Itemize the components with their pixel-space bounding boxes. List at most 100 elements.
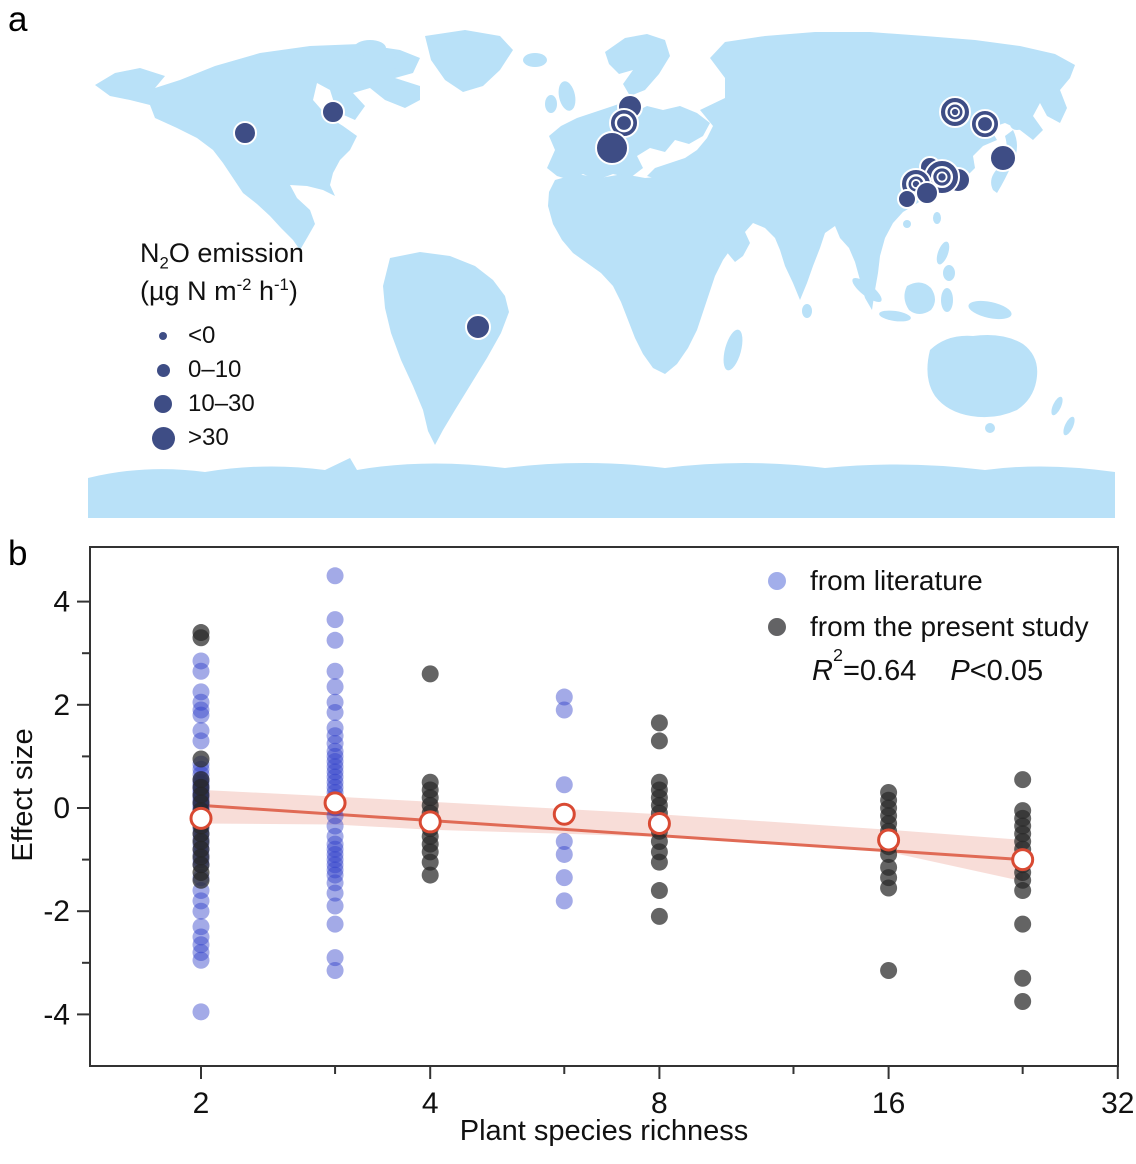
plot-frame	[89, 546, 1119, 1067]
data-point-literature	[192, 951, 210, 969]
mean-point	[647, 811, 671, 835]
size-class-label: 10–30	[188, 390, 255, 418]
plot-content: 2 4 8 16 32 4 2 0 -2 -4	[43, 546, 1134, 1120]
philippines	[936, 241, 950, 265]
legend-dot	[768, 572, 786, 590]
data-point-literature	[192, 652, 210, 670]
data-point-present-study	[192, 871, 210, 889]
data-point-literature	[326, 861, 344, 879]
taiwan	[933, 212, 941, 224]
new-zealand	[1063, 416, 1075, 436]
data-point-literature	[326, 817, 344, 835]
data-point-literature	[192, 928, 210, 946]
site-markers	[233, 94, 1017, 340]
greenland	[425, 30, 513, 92]
data-point-literature	[326, 845, 344, 863]
arctic-island	[385, 57, 405, 69]
x-tick-label: 8	[651, 1087, 668, 1120]
legend-item-literature: from literature	[758, 558, 1089, 604]
site-marker-ring	[950, 107, 960, 117]
site-marker-ring	[975, 114, 995, 134]
x-axis-label: Plant species richness	[460, 1115, 749, 1147]
size-dot	[156, 363, 170, 377]
borneo	[904, 282, 935, 314]
x-tick-label: 16	[872, 1087, 905, 1120]
data-point-literature	[326, 915, 344, 933]
data-point-literature	[326, 662, 344, 680]
antarctica	[88, 458, 1115, 518]
data-point-literature	[326, 678, 344, 696]
panel-a-label: a	[8, 0, 28, 39]
y-tick-label: 0	[53, 792, 70, 825]
data-point-literature	[326, 719, 344, 737]
mean-point	[189, 806, 213, 830]
iceland	[523, 53, 547, 67]
arctic-island	[354, 40, 386, 56]
map-legend-item: 10–30	[140, 387, 304, 421]
map-legend-units: (µg N m-2 h-1)	[140, 275, 298, 307]
mean-point	[1011, 848, 1035, 872]
continents	[88, 30, 1115, 518]
x-tick-label: 4	[422, 1087, 439, 1120]
data-point-present-study	[650, 882, 668, 900]
site-marker-ring	[945, 102, 965, 122]
madagascar	[723, 329, 743, 371]
site-marker	[465, 314, 491, 340]
data-point-literature	[555, 688, 573, 706]
mean-point	[552, 802, 576, 826]
data-point-literature	[326, 897, 344, 915]
data-point-literature	[326, 631, 344, 649]
scandinavia	[605, 34, 670, 96]
data-point-literature	[326, 874, 344, 892]
data-point-literature	[555, 833, 573, 851]
hainan	[903, 220, 911, 228]
java	[879, 310, 911, 322]
data-point-literature	[555, 845, 573, 863]
size-class-label: 0–10	[188, 356, 242, 384]
data-point-present-study	[650, 853, 668, 871]
data-point-literature	[192, 683, 210, 701]
site-marker	[989, 144, 1017, 172]
data-point-literature	[192, 693, 210, 711]
site-marker	[915, 181, 939, 205]
r-squared: R2=0.64	[812, 644, 917, 687]
data-point-present-study	[880, 879, 898, 897]
sulawesi	[941, 288, 953, 312]
data-point-literature	[326, 866, 344, 884]
data-point-literature	[326, 773, 344, 791]
site-marker	[233, 121, 257, 145]
size-class-label: <0	[188, 322, 216, 350]
site-marker	[970, 109, 1000, 139]
y-tick-label: 4	[53, 586, 70, 619]
data-point-literature	[192, 706, 210, 724]
data-point-literature	[192, 1003, 210, 1021]
data-point-present-study	[1014, 969, 1032, 987]
map-legend-item: >30	[140, 421, 304, 455]
legend-dot	[768, 618, 786, 636]
data-point-literature	[555, 892, 573, 910]
map-legend-item: <0	[140, 319, 304, 353]
data-point-present-study	[1014, 915, 1032, 933]
philippines	[943, 265, 955, 281]
effect-size-plot: 2 4 8 16 32 4 2 0 -2 -4 Effect size Plant species…	[7, 546, 1134, 1147]
mean-point	[323, 791, 347, 815]
north-america	[95, 44, 420, 250]
data-point-literature	[326, 611, 344, 629]
site-marker	[897, 189, 917, 209]
data-point-present-study	[650, 714, 668, 732]
data-point-literature	[555, 776, 573, 794]
data-point-literature	[192, 902, 210, 920]
confidence-band	[201, 789, 1023, 882]
data-point-literature	[192, 662, 210, 680]
data-point-present-study	[650, 907, 668, 925]
data-point-literature	[192, 722, 210, 740]
data-point-literature	[326, 962, 344, 980]
data-point-present-study	[421, 665, 439, 683]
x-tick-label: 2	[193, 1087, 210, 1120]
plot-legend: from literature from the present study	[758, 558, 1089, 650]
map-legend-items: <0 0–10 10–30 >30	[140, 319, 304, 455]
data-point-literature	[326, 693, 344, 711]
site-marker-ring	[614, 113, 634, 133]
hokkaido	[1010, 118, 1024, 130]
